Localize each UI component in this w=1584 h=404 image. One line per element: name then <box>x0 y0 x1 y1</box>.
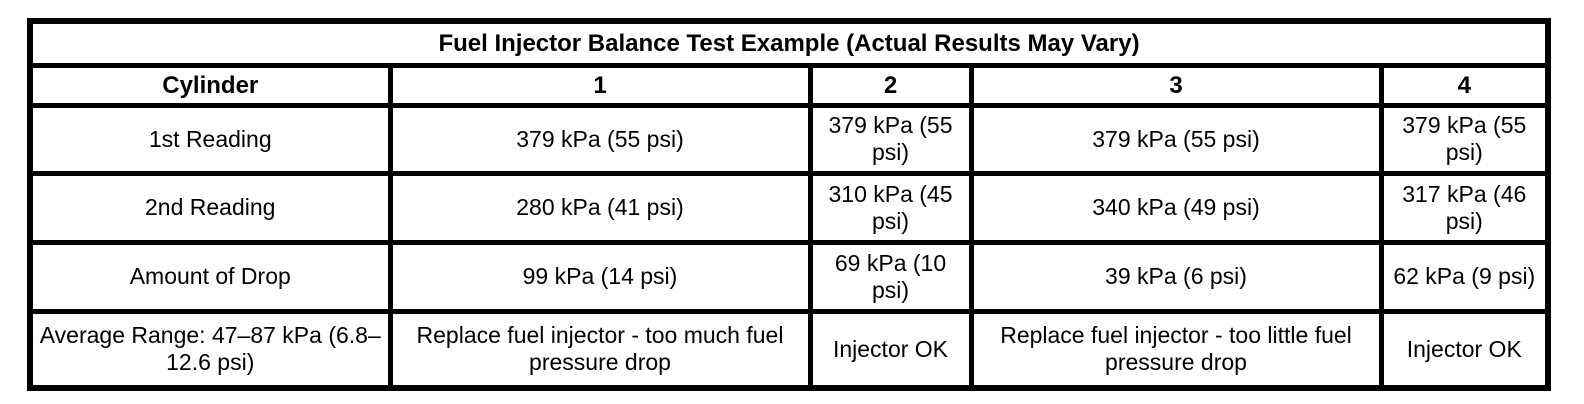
column-header-1: 1 <box>387 62 813 108</box>
table-title-row: Fuel Injector Balance Test Example (Actu… <box>27 18 1551 68</box>
column-header-2: 2 <box>807 62 974 108</box>
row-1st-reading: 1st Reading 379 kPa (55 psi) 379 kPa (55… <box>27 102 1551 176</box>
row-label-average-range: Average Range: 47–87 kPa (6.8–12.6 psi) <box>27 308 393 391</box>
cell-drop-cyl3: 39 kPa (6 psi) <box>968 239 1384 314</box>
cell-1st-reading-cyl1: 379 kPa (55 psi) <box>387 102 813 176</box>
cell-conclusion-cyl3: Replace fuel injector - too little fuel … <box>968 308 1384 391</box>
cell-conclusion-cyl4: Injector OK <box>1378 308 1551 391</box>
cell-1st-reading-cyl2: 379 kPa (55 psi) <box>807 102 974 176</box>
column-header-4: 4 <box>1378 62 1551 108</box>
row-label-amount-of-drop: Amount of Drop <box>27 239 393 314</box>
cell-drop-cyl1: 99 kPa (14 psi) <box>387 239 813 314</box>
cell-drop-cyl2: 69 kPa (10 psi) <box>807 239 974 314</box>
row-label-1st-reading: 1st Reading <box>27 102 393 176</box>
cell-1st-reading-cyl3: 379 kPa (55 psi) <box>968 102 1384 176</box>
row-label-2nd-reading: 2nd Reading <box>27 170 393 245</box>
cell-2nd-reading-cyl4: 317 kPa (46 psi) <box>1378 170 1551 245</box>
table-title: Fuel Injector Balance Test Example (Actu… <box>27 18 1551 68</box>
row-amount-of-drop: Amount of Drop 99 kPa (14 psi) 69 kPa (1… <box>27 239 1551 314</box>
cell-drop-cyl4: 62 kPa (9 psi) <box>1378 239 1551 314</box>
column-header-3: 3 <box>968 62 1384 108</box>
table-header-row: Cylinder 1 2 3 4 <box>27 62 1551 108</box>
cell-conclusion-cyl1: Replace fuel injector - too much fuel pr… <box>387 308 813 391</box>
cell-2nd-reading-cyl3: 340 kPa (49 psi) <box>968 170 1384 245</box>
row-2nd-reading: 2nd Reading 280 kPa (41 psi) 310 kPa (45… <box>27 170 1551 245</box>
cell-2nd-reading-cyl1: 280 kPa (41 psi) <box>387 170 813 245</box>
fuel-injector-balance-test-table: Fuel Injector Balance Test Example (Actu… <box>27 18 1552 391</box>
cell-conclusion-cyl2: Injector OK <box>807 308 974 391</box>
cell-2nd-reading-cyl2: 310 kPa (45 psi) <box>807 170 974 245</box>
cell-1st-reading-cyl4: 379 kPa (55 psi) <box>1378 102 1551 176</box>
row-conclusion: Average Range: 47–87 kPa (6.8–12.6 psi) … <box>27 308 1551 391</box>
column-header-cylinder: Cylinder <box>27 62 393 108</box>
